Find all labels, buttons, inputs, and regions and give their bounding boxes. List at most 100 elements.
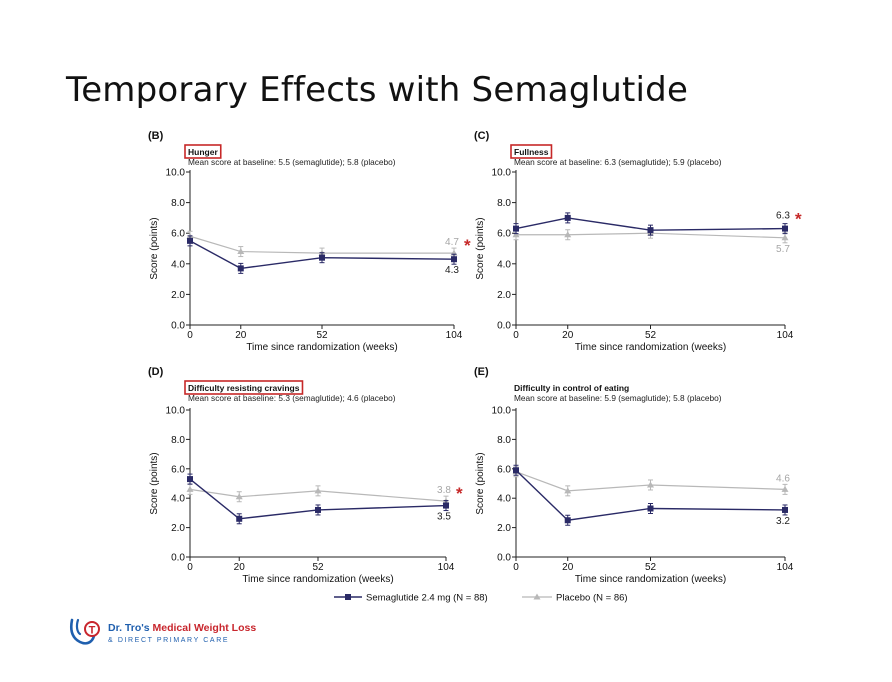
slide-title: Temporary Effects with Semaglutide: [66, 70, 689, 110]
series-line: [189, 488, 447, 502]
y-tick-label: 10.0: [492, 168, 512, 179]
y-tick-label: 6.0: [497, 464, 511, 475]
y-axis-label: Score (points): [475, 217, 486, 279]
data-point: [512, 231, 520, 238]
y-tick-label: 6.0: [171, 229, 185, 240]
data-point: [782, 225, 788, 232]
data-point: [186, 485, 194, 492]
panel-title: Fullness: [514, 147, 549, 157]
x-axis-label: Time since randomization (weeks): [242, 574, 393, 585]
y-tick-label: 10.0: [166, 168, 186, 179]
x-tick-label: 20: [562, 562, 574, 573]
title-highlight-box: [184, 144, 222, 159]
y-axis-label: Score (points): [149, 452, 160, 514]
stethoscope-t-icon: T: [69, 618, 100, 645]
data-label: 3.5: [437, 512, 451, 523]
data-point: [236, 515, 243, 522]
x-tick-label: 20: [562, 330, 574, 341]
x-tick-label: 52: [312, 562, 324, 573]
data-point: [564, 214, 571, 221]
y-tick-label: 2.0: [497, 290, 511, 301]
svg-text:T: T: [89, 625, 96, 637]
significance-star: *: [464, 236, 471, 255]
y-tick-label: 2.0: [171, 290, 185, 301]
y-tick-label: 0.0: [171, 553, 185, 564]
x-tick-label: 104: [777, 330, 794, 341]
series-line: [515, 469, 786, 521]
title-highlight-box: [510, 144, 553, 159]
panel-subtitle: Mean score at baseline: 5.3 (semaglutide…: [188, 393, 396, 403]
x-tick-label: 104: [777, 562, 794, 573]
legend-marker-placebo: [533, 593, 541, 600]
y-tick-label: 4.0: [171, 259, 185, 270]
chart-legend: Semaglutide 2.4 mg (N = 88) Placebo (N = …: [334, 593, 628, 604]
data-point: [781, 485, 789, 492]
data-point: [564, 517, 571, 524]
data-point: [451, 256, 457, 263]
y-tick-label: 8.0: [497, 198, 511, 209]
x-tick-label: 52: [645, 562, 657, 573]
y-tick-label: 4.0: [497, 494, 511, 505]
y-tick-label: 10.0: [166, 406, 186, 417]
y-tick-label: 8.0: [171, 435, 185, 446]
clinic-logo: T Dr. Tro's Medical Weight Loss & DIRECT…: [66, 616, 266, 652]
data-point: [564, 487, 572, 494]
x-tick-label: 0: [513, 562, 519, 573]
data-point: [513, 225, 519, 232]
data-label: 6.3: [776, 211, 790, 222]
title-highlight-box: [184, 380, 304, 395]
y-tick-label: 2.0: [171, 523, 185, 534]
significance-star: *: [456, 484, 463, 503]
data-point: [564, 231, 572, 238]
x-tick-label: 52: [645, 330, 657, 341]
x-tick-label: 20: [235, 330, 247, 341]
data-point: [513, 467, 519, 474]
data-point: [235, 493, 243, 500]
data-point: [647, 505, 654, 512]
x-tick-label: 20: [234, 562, 246, 573]
y-tick-label: 8.0: [497, 435, 511, 446]
data-point: [314, 487, 322, 494]
series-line: [189, 478, 447, 520]
y-tick-label: 10.0: [492, 406, 512, 417]
panel-letter: (E): [474, 366, 489, 378]
data-point: [237, 265, 244, 272]
panel-letter: (C): [474, 130, 490, 142]
y-tick-label: 0.0: [171, 321, 185, 332]
panel-title: Hunger: [188, 147, 218, 157]
data-label: 3.2: [776, 516, 790, 527]
x-tick-label: 52: [316, 330, 328, 341]
data-point: [187, 237, 193, 244]
data-point: [782, 506, 788, 513]
logo-name: Dr. Tro's Medical Weight Loss: [108, 622, 257, 634]
x-tick-label: 0: [513, 330, 519, 341]
data-label: 3.8: [437, 485, 451, 496]
panel-letter: (B): [148, 130, 164, 142]
series-line: [515, 217, 786, 231]
data-point: [647, 481, 654, 488]
x-tick-label: 0: [187, 562, 193, 573]
data-point: [237, 248, 245, 255]
y-tick-label: 2.0: [497, 523, 511, 534]
data-point: [315, 506, 321, 513]
panel-subtitle: Mean score at baseline: 5.5 (semaglutide…: [188, 157, 396, 167]
series-line: [189, 235, 454, 254]
series-line: [515, 471, 786, 492]
data-point: [187, 476, 193, 483]
data-label: 4.6: [776, 473, 790, 484]
data-label: 4.7: [445, 237, 459, 248]
panel-letter: (D): [148, 366, 164, 378]
series-line: [189, 240, 455, 270]
y-axis-label: Score (points): [475, 452, 486, 514]
y-tick-label: 0.0: [497, 553, 511, 564]
data-point: [443, 502, 449, 509]
y-tick-label: 6.0: [497, 229, 511, 240]
legend-label-semaglutide: Semaglutide 2.4 mg (N = 88): [366, 593, 488, 604]
series-line: [516, 232, 786, 239]
y-axis-label: Score (points): [149, 217, 160, 279]
legend-label-placebo: Placebo (N = 86): [556, 593, 628, 604]
y-tick-label: 6.0: [171, 464, 185, 475]
